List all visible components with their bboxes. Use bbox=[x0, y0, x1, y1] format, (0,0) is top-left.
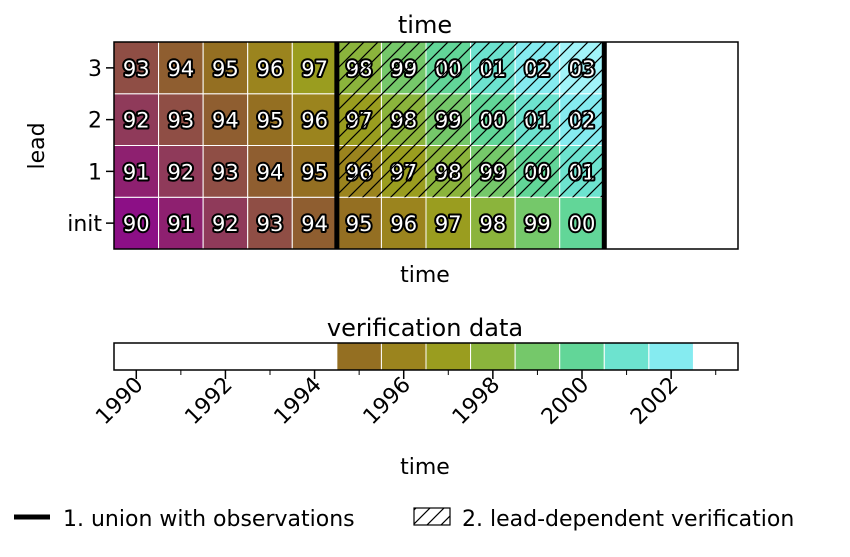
lead-time-heatmap: time 90 91 92 93 94 95 96 97 98 99 00 91 92 93 94 95 96 9… bbox=[25, 11, 739, 288]
cell-label: 96 bbox=[301, 109, 328, 133]
cell-label: 99 bbox=[524, 212, 551, 236]
verification-cell bbox=[336, 342, 382, 371]
time-tick-label: 2000 bbox=[537, 373, 594, 430]
lead-axis-label: lead bbox=[25, 122, 50, 169]
hatch-fill bbox=[336, 42, 605, 198]
verification-title: verification data bbox=[327, 314, 523, 342]
verification-cells bbox=[336, 342, 694, 371]
verification-cell bbox=[470, 342, 516, 371]
heatmap-cell bbox=[380, 196, 427, 250]
legend-hatch-label: 2. lead-dependent verification bbox=[462, 507, 794, 532]
cell-label: 91 bbox=[123, 160, 150, 184]
cell-label: 92 bbox=[123, 109, 150, 133]
verification-cell bbox=[425, 342, 472, 371]
heatmap-cell bbox=[113, 196, 160, 250]
verification-cell bbox=[380, 342, 427, 371]
time-tick-label: 1990 bbox=[91, 373, 148, 430]
heatmap-cell bbox=[113, 93, 160, 146]
cell-label: 94 bbox=[167, 57, 194, 81]
heatmap-cell bbox=[559, 196, 605, 250]
verification-cell bbox=[514, 342, 561, 371]
heatmap-cell bbox=[158, 93, 204, 146]
heatmap-cell bbox=[425, 196, 472, 250]
cell-label: 96 bbox=[390, 212, 417, 236]
union-boundary-lines bbox=[334, 42, 607, 249]
cell-label: 92 bbox=[167, 160, 194, 184]
bottom-x-axis-label: time bbox=[400, 455, 450, 480]
cell-label: 94 bbox=[301, 212, 328, 236]
lead-tick-label: 2 bbox=[88, 109, 102, 134]
top-x-axis-label: time bbox=[400, 263, 450, 288]
hatched-region bbox=[336, 42, 605, 198]
lead-axis-ticks: init 1 2 3 bbox=[67, 57, 114, 237]
heatmap-cell bbox=[113, 41, 160, 95]
legend-union-label: 1. union with observations bbox=[63, 507, 355, 532]
cell-label: 93 bbox=[123, 57, 150, 81]
legend: 1. union with observations 2. lead-depen… bbox=[14, 507, 794, 532]
cell-label: 90 bbox=[123, 212, 150, 236]
time-tick-label: 1996 bbox=[359, 373, 416, 430]
time-axis-ticks: 1990 1992 1994 1996 1998 2000 2002 bbox=[91, 370, 717, 430]
time-tick-label: 1994 bbox=[270, 373, 327, 430]
cell-label: 96 bbox=[257, 57, 284, 81]
cell-label: 93 bbox=[257, 212, 284, 236]
top-chart-title: time bbox=[398, 11, 452, 39]
heatmap-cell bbox=[470, 196, 516, 250]
lead-tick-label: init bbox=[67, 212, 102, 237]
heatmap-cell bbox=[514, 196, 561, 250]
heatmap-cell bbox=[113, 145, 160, 198]
verification-cell bbox=[648, 342, 694, 371]
cell-label: 94 bbox=[257, 160, 284, 184]
cell-label: 95 bbox=[212, 57, 239, 81]
cell-label: 95 bbox=[301, 160, 328, 184]
verification-plot-frame bbox=[113, 342, 739, 371]
heatmap-cell bbox=[158, 145, 204, 198]
cell-label: 98 bbox=[479, 212, 506, 236]
cell-label: 91 bbox=[167, 212, 194, 236]
cell-label: 00 bbox=[569, 212, 596, 236]
verification-data-bar: verification data 1990 1992 1994 1996 1998 20… bbox=[91, 314, 739, 480]
cell-label: 97 bbox=[301, 57, 328, 81]
verification-cell bbox=[559, 342, 605, 371]
heatmap-cell bbox=[291, 41, 338, 95]
cell-label: 95 bbox=[257, 109, 284, 133]
legend-hatch-swatch bbox=[413, 507, 451, 526]
cell-label: 95 bbox=[346, 212, 373, 236]
lead-tick-label: 1 bbox=[88, 160, 102, 185]
heatmap-cell bbox=[336, 196, 382, 250]
lead-tick-label: 3 bbox=[88, 57, 102, 82]
cell-label: 97 bbox=[435, 212, 462, 236]
top-plot-frame bbox=[113, 41, 739, 250]
time-tick-label: 1998 bbox=[448, 373, 505, 430]
time-tick-label: 1992 bbox=[180, 373, 237, 430]
cell-label: 92 bbox=[212, 212, 239, 236]
heatmap-cell bbox=[247, 93, 293, 146]
cell-label: 94 bbox=[212, 109, 239, 133]
verification-cell bbox=[603, 342, 650, 371]
cell-label: 93 bbox=[212, 160, 239, 184]
cell-label: 93 bbox=[167, 109, 194, 133]
heatmap-cell bbox=[202, 93, 249, 146]
time-tick-label: 2002 bbox=[626, 373, 683, 430]
heatmap-cell bbox=[247, 196, 293, 250]
